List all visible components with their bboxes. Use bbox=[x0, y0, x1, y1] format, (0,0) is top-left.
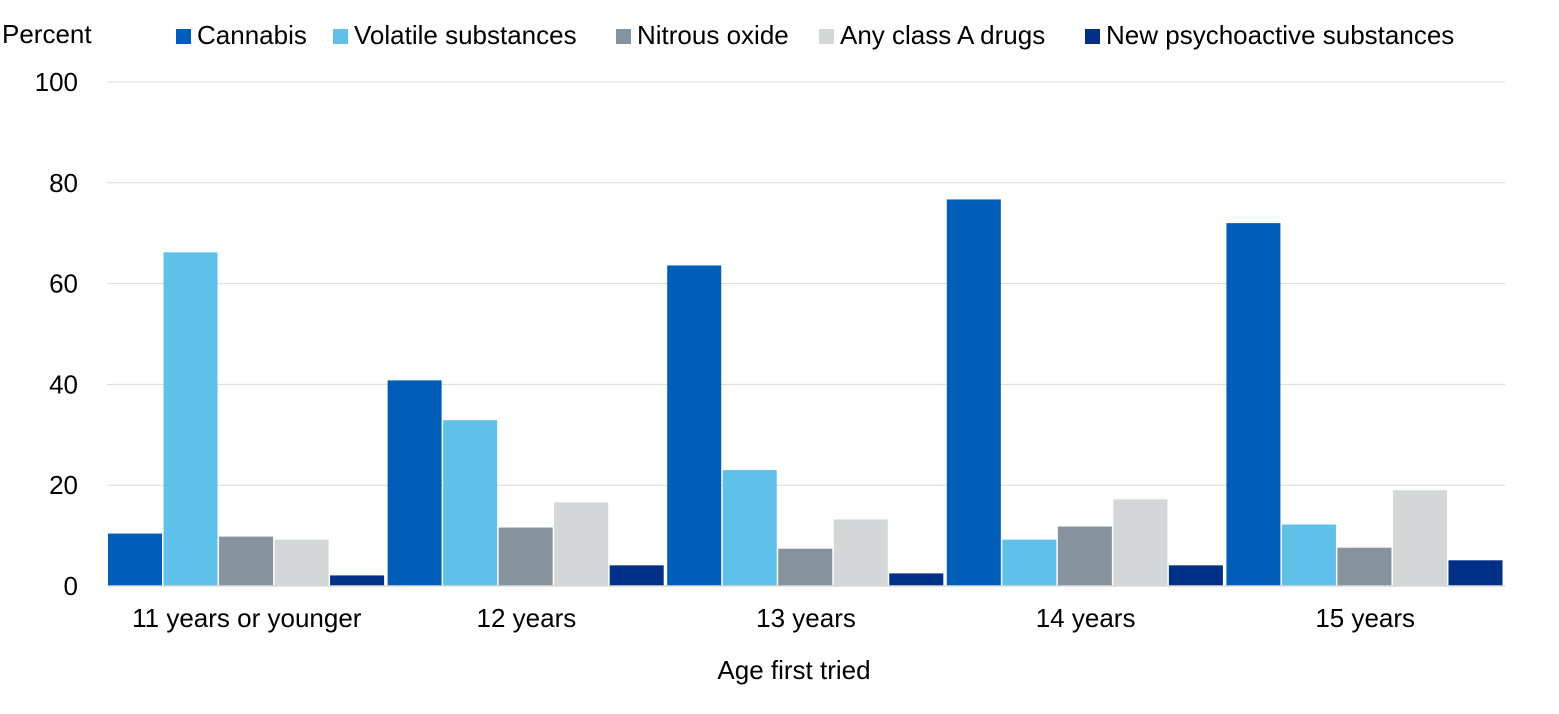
bar-volatile-substances-11-years-or-younger bbox=[163, 252, 218, 587]
x-tick-label: 12 years bbox=[477, 603, 577, 633]
bar-volatile-substances-15-years bbox=[1281, 524, 1336, 586]
x-axis-ticks: 11 years or younger 12 years 13 years 14 ye… bbox=[132, 603, 1415, 633]
bar-new-psychoactive-substances-12-years bbox=[609, 565, 664, 586]
y-tick-label: 20 bbox=[49, 470, 78, 500]
bar-any-class-a-drugs-15-years bbox=[1392, 490, 1447, 586]
y-tick-label: 80 bbox=[49, 168, 78, 198]
bar-new-psychoactive-substances-13-years bbox=[889, 573, 944, 586]
x-tick-label: 15 years bbox=[1315, 603, 1415, 633]
legend-swatch-new-psychoactive-substances bbox=[1085, 29, 1100, 44]
bar-volatile-substances-12-years bbox=[443, 420, 498, 586]
legend-swatch-nitrous-oxide bbox=[616, 29, 631, 44]
x-tick-label: 13 years bbox=[756, 603, 856, 633]
x-tick-label: 14 years bbox=[1036, 603, 1136, 633]
bar-any-class-a-drugs-12-years bbox=[554, 502, 609, 586]
bar-cannabis-13-years bbox=[667, 265, 722, 586]
legend-swatch-volatile-substances bbox=[333, 29, 348, 44]
bar-nitrous-oxide-11-years-or-younger bbox=[219, 536, 274, 586]
legend-swatch-cannabis bbox=[176, 29, 191, 44]
y-axis-title: Percent bbox=[2, 19, 92, 49]
bar-cannabis-14-years bbox=[946, 199, 1001, 586]
y-tick-label: 100 bbox=[35, 67, 78, 97]
legend-label-any-class-a-drugs: Any class A drugs bbox=[840, 20, 1045, 50]
bar-volatile-substances-14-years bbox=[1002, 539, 1057, 586]
y-tick-label: 40 bbox=[49, 369, 78, 399]
bars bbox=[108, 199, 1503, 587]
bar-volatile-substances-13-years bbox=[722, 470, 777, 586]
bar-new-psychoactive-substances-15-years bbox=[1448, 560, 1503, 586]
y-tick-label: 60 bbox=[49, 269, 78, 299]
bar-new-psychoactive-substances-11-years-or-younger bbox=[330, 575, 385, 586]
legend-label-cannabis: Cannabis bbox=[197, 20, 307, 50]
bar-nitrous-oxide-13-years bbox=[778, 548, 833, 586]
legend-label-nitrous-oxide: Nitrous oxide bbox=[637, 20, 789, 50]
bar-nitrous-oxide-15-years bbox=[1337, 547, 1392, 586]
bar-any-class-a-drugs-11-years-or-younger bbox=[274, 539, 329, 586]
bar-cannabis-11-years-or-younger bbox=[108, 533, 163, 586]
x-axis-title: Age first tried bbox=[717, 655, 870, 685]
bar-cannabis-15-years bbox=[1226, 223, 1281, 586]
legend: Cannabis Volatile substances Nitrous oxide… bbox=[176, 20, 1454, 50]
bar-nitrous-oxide-14-years bbox=[1057, 526, 1112, 586]
y-axis-ticks: 0 20 40 60 80 100 bbox=[35, 67, 78, 601]
bar-any-class-a-drugs-13-years bbox=[833, 519, 888, 586]
bar-cannabis-12-years bbox=[387, 380, 442, 586]
legend-swatch-any-class-a-drugs bbox=[819, 29, 834, 44]
x-tick-label: 11 years or younger bbox=[132, 603, 362, 633]
legend-label-volatile-substances: Volatile substances bbox=[354, 20, 577, 50]
bar-new-psychoactive-substances-14-years bbox=[1168, 565, 1223, 586]
bar-nitrous-oxide-12-years bbox=[498, 527, 553, 586]
gridlines bbox=[107, 81, 1505, 486]
legend-label-new-psychoactive-substances: New psychoactive substances bbox=[1106, 20, 1454, 50]
y-tick-label: 0 bbox=[64, 571, 78, 601]
bar-any-class-a-drugs-14-years bbox=[1113, 499, 1168, 586]
